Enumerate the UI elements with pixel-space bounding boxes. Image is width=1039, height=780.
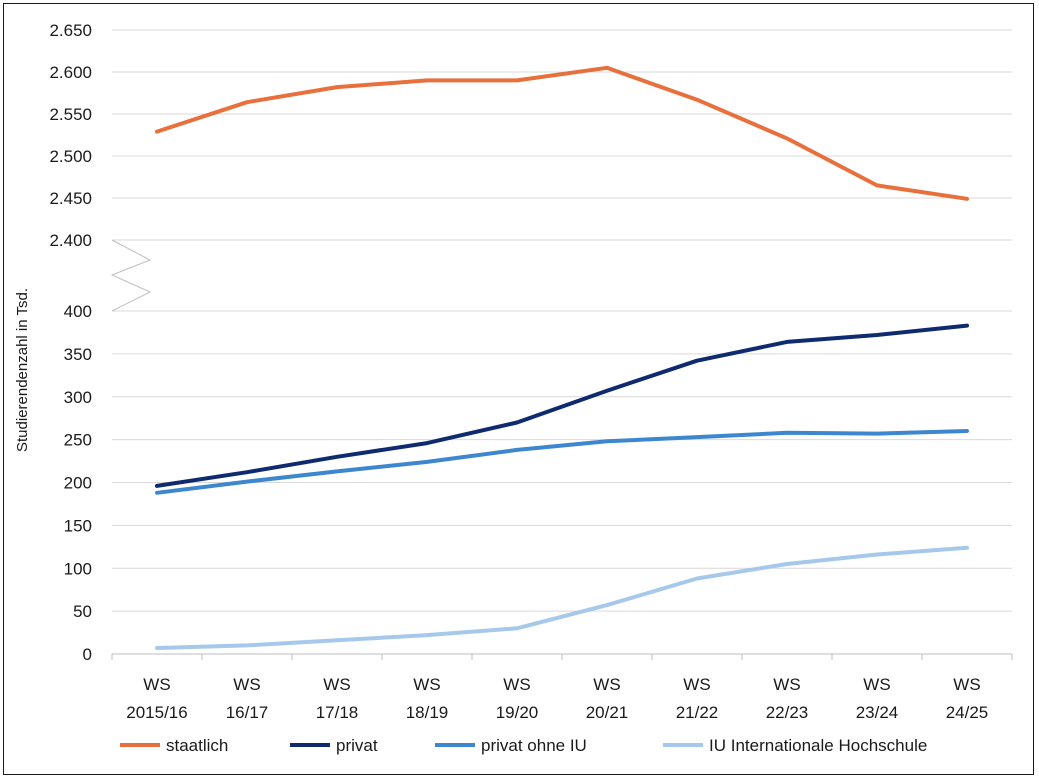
y-tick-label: 50: [73, 602, 92, 621]
x-tick-label: WS: [143, 675, 170, 694]
x-tick-label: 23/24: [856, 703, 899, 722]
legend-label: IU Internationale Hochschule: [709, 736, 927, 755]
x-tick-label: WS: [233, 675, 260, 694]
y-tick-label: 400: [64, 302, 92, 321]
y-tick-label: 350: [64, 345, 92, 364]
y-tick-label: 2.550: [49, 105, 92, 124]
y-tick-label: 2.500: [49, 147, 92, 166]
y-tick-label: 2.650: [49, 21, 92, 40]
x-tick-label: 19/20: [496, 703, 539, 722]
x-tick-label: WS: [953, 675, 980, 694]
y-tick-label: 100: [64, 559, 92, 578]
series-line-2: [155, 429, 969, 495]
x-tick-label: WS: [503, 675, 530, 694]
x-tick-label: WS: [863, 675, 890, 694]
x-tick-label: WS: [593, 675, 620, 694]
y-tick-label: 300: [64, 388, 92, 407]
y-tick-label: 200: [64, 474, 92, 493]
y-tick-label: 150: [64, 516, 92, 535]
x-tick-label: 17/18: [316, 703, 359, 722]
x-tick-label: WS: [323, 675, 350, 694]
y-tick-label: 0: [83, 645, 92, 664]
y-tick-label: 250: [64, 431, 92, 450]
y-tick-label: 2.400: [49, 231, 92, 250]
legend-label: privat: [336, 736, 378, 755]
x-tick-label: 18/19: [406, 703, 449, 722]
x-tick-label: 24/25: [946, 703, 989, 722]
legend-label: privat ohne IU: [481, 736, 587, 755]
x-tick-label: 21/22: [676, 703, 719, 722]
series-line-3: [155, 545, 969, 650]
x-tick-label: WS: [773, 675, 800, 694]
y-axis-title: Studierendenzahl in Tsd.: [14, 288, 31, 452]
x-tick-label: WS: [683, 675, 710, 694]
legend-label: staatlich: [166, 736, 228, 755]
axis-break-icon: [110, 239, 152, 312]
series-line-1: [155, 323, 969, 488]
series-line-0: [155, 65, 969, 201]
x-tick-label: WS: [413, 675, 440, 694]
x-tick-label: 22/23: [766, 703, 809, 722]
y-tick-label: 2.600: [49, 63, 92, 82]
x-tick-label: 16/17: [226, 703, 269, 722]
x-tick-label: 20/21: [586, 703, 629, 722]
y-tick-label: 2.450: [49, 189, 92, 208]
x-tick-label: 2015/16: [126, 703, 187, 722]
